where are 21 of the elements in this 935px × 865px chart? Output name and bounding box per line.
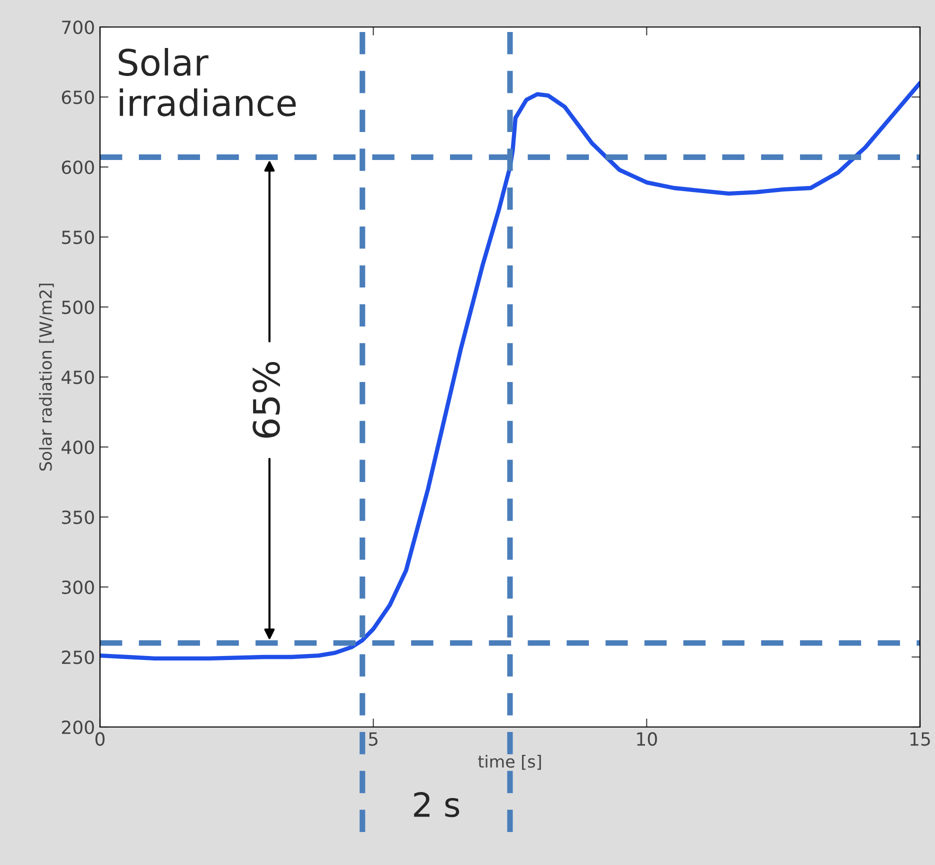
y-tick-label: 350 xyxy=(62,510,94,524)
x-tick-label: 10 xyxy=(637,732,657,746)
y-tick-label: 250 xyxy=(62,650,94,664)
y-tick-label: 600 xyxy=(62,160,94,174)
y-tick-label: 200 xyxy=(62,720,94,734)
y-tick-label: 500 xyxy=(62,300,94,314)
x-tick-label: 5 xyxy=(368,732,378,746)
y-axis-title: Solar radiation [W/m2] xyxy=(38,284,54,471)
y-tick-label: 300 xyxy=(62,580,94,594)
x-tick-label: 15 xyxy=(910,732,930,746)
annotation: Solar irradiance xyxy=(118,48,296,116)
line-series xyxy=(100,80,920,660)
y-tick-label: 650 xyxy=(62,90,94,104)
x-tick-label: 0 xyxy=(95,732,105,746)
y-tick-label: 400 xyxy=(62,440,94,454)
x-axis-title: time [s] xyxy=(478,754,541,770)
y-tick-label: 450 xyxy=(62,370,94,384)
text: 2 s xyxy=(414,792,460,818)
y-tick-label: 550 xyxy=(62,230,94,244)
annotation: 65% xyxy=(252,362,280,438)
y-tick-label: 700 xyxy=(62,20,94,34)
